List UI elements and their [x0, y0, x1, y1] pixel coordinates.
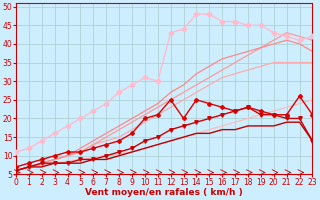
X-axis label: Vent moyen/en rafales ( km/h ): Vent moyen/en rafales ( km/h )	[85, 188, 243, 197]
